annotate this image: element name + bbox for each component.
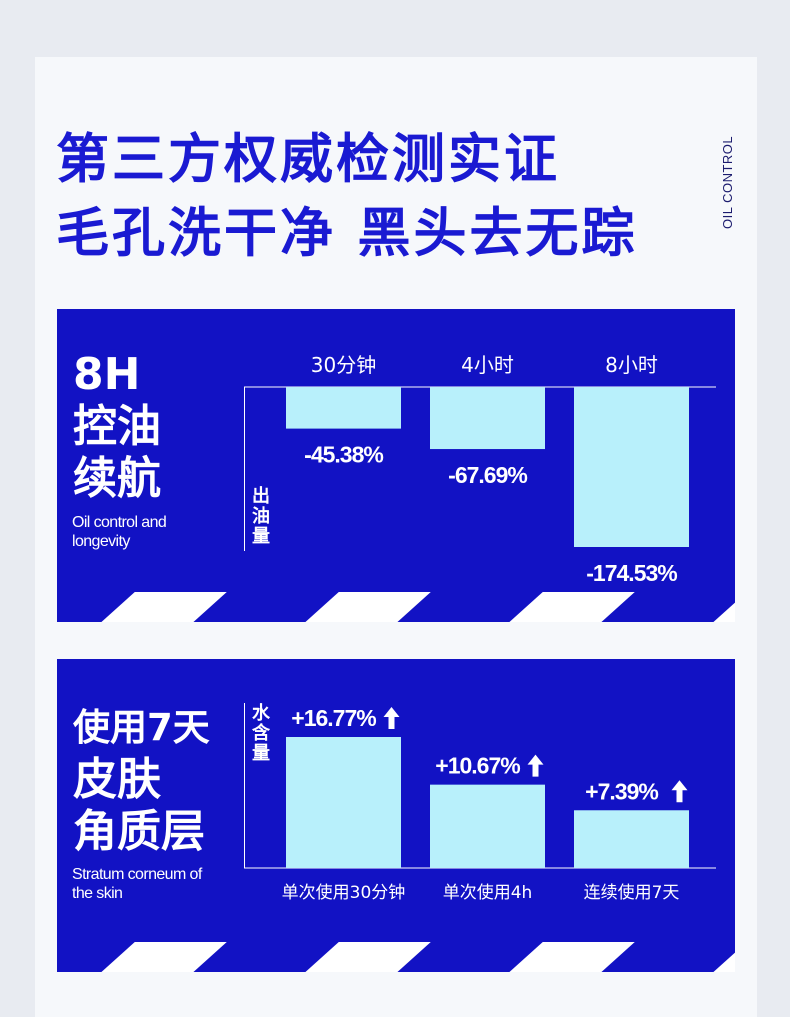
- bar: [286, 387, 401, 429]
- data-label: -45.38%: [304, 442, 383, 468]
- panel-title-line: 皮肤: [73, 754, 161, 805]
- headline-line-1: 第三方权威检测实证: [56, 129, 560, 190]
- moisture-chart-svg: 单次使用30分钟 +16.77% 单次使用4h +10.67% 连续使用7天 +7.39%: [244, 703, 716, 903]
- data-label: +10.67%: [435, 753, 520, 779]
- bar: [430, 784, 545, 868]
- moisture-panel: 使用7天 皮肤 角质层 Stratum corneum of the skin …: [57, 659, 735, 972]
- category-label: 8小时: [605, 353, 658, 377]
- panel-title-line: 续航: [73, 453, 161, 504]
- panel-title-line: 控油: [73, 401, 161, 452]
- data-label: +16.77%: [291, 705, 376, 731]
- bar: [574, 810, 689, 868]
- oil-control-panel: 8H 控油 续航 Oil control and longevity 出油量 3…: [57, 309, 735, 622]
- bar: [430, 387, 545, 450]
- data-label: -67.69%: [448, 462, 527, 488]
- panel-title-line: 使用7天: [73, 706, 210, 749]
- up-arrow-icon: [671, 780, 688, 803]
- up-arrow-icon: [383, 707, 400, 729]
- oil-chart-svg: 30分钟 -45.38% 4小时 -67.69% 8小时 -174.53%: [244, 353, 716, 586]
- category-label: 单次使用30分钟: [282, 882, 406, 903]
- y-axis-label: 水含量: [252, 703, 270, 764]
- up-arrow-icon: [527, 754, 544, 777]
- bar: [286, 737, 401, 868]
- category-label: 连续使用7天: [584, 882, 680, 903]
- bar: [574, 387, 689, 547]
- panel-title-line: 8H: [73, 349, 141, 400]
- panel-title-line: 角质层: [73, 806, 205, 857]
- headline-line-2: 毛孔洗干净 黑头去无踪: [56, 203, 638, 264]
- category-label: 30分钟: [311, 353, 376, 377]
- data-label: -174.53%: [586, 560, 677, 586]
- panel-subtitle: Oil control and longevity: [72, 514, 167, 550]
- panel-subtitle: Stratum corneum of the skin: [72, 866, 202, 902]
- side-label: OIL CONTROL: [720, 135, 735, 230]
- data-label: +7.39%: [585, 778, 658, 804]
- y-axis-label: 出油量: [252, 486, 270, 547]
- category-label: 4小时: [461, 353, 514, 377]
- category-label: 单次使用4h: [443, 882, 533, 903]
